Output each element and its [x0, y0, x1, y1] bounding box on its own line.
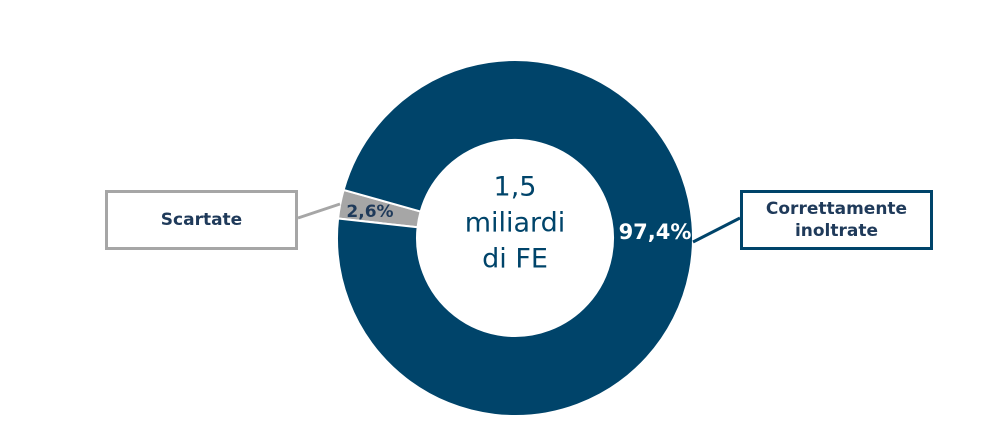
connector — [692, 216, 741, 244]
connector — [297, 202, 341, 220]
center-text: 1,5 — [494, 172, 537, 203]
value-label: 2,6% — [346, 202, 393, 222]
legend-box: Scartate — [105, 190, 298, 250]
center-text: di FE — [482, 244, 548, 275]
legend-box: Correttamente inoltrate — [740, 190, 933, 250]
donut-segment — [336, 59, 694, 417]
value-label: 97,4% — [619, 220, 692, 244]
center-text: miliardi — [465, 208, 566, 239]
